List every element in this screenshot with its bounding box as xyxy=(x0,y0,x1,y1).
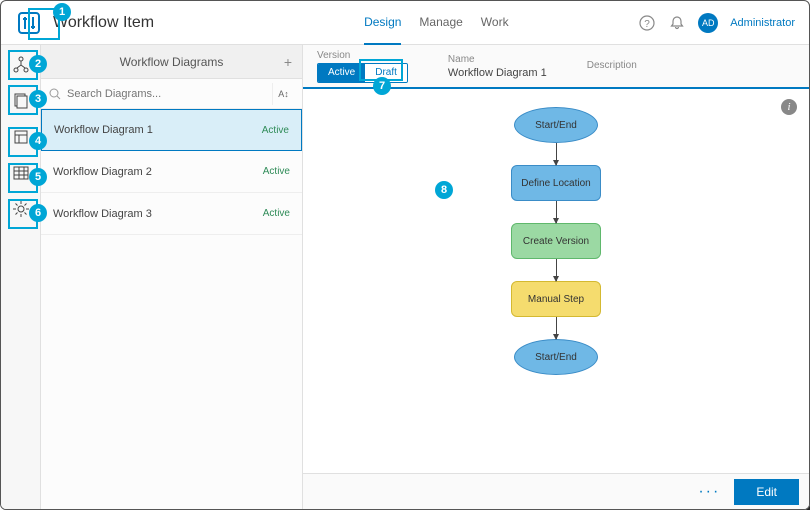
diagram-item[interactable]: Workflow Diagram 1 Active xyxy=(41,109,302,151)
diagram-item-status: Active xyxy=(262,125,289,136)
page-title: Workflow Item xyxy=(53,14,154,32)
name-column: Name Workflow Diagram 1 xyxy=(448,54,547,79)
side-rail xyxy=(1,45,41,509)
header-tabs: Design Manage Work xyxy=(364,1,509,45)
version-active-button[interactable]: Active xyxy=(318,64,365,82)
user-name[interactable]: Administrator xyxy=(730,17,795,29)
diagram-item-status: Active xyxy=(263,166,290,177)
app-window: Workflow Item Design Manage Work ? AD Ad… xyxy=(0,0,810,510)
body: Workflow Diagrams + A↕ Workflow Diagram … xyxy=(1,45,809,509)
flow-arrow xyxy=(556,143,557,165)
panel-title: Workflow Diagrams xyxy=(120,55,224,69)
diagram-list: Workflow Diagram 1 Active Workflow Diagr… xyxy=(41,109,302,509)
more-button[interactable]: ··· xyxy=(692,483,726,501)
flow-arrow xyxy=(556,201,557,223)
flow-arrow xyxy=(556,317,557,339)
rail-diagrams-icon[interactable] xyxy=(9,53,33,77)
diagram-canvas[interactable]: i Start/End Define Location Create Version… xyxy=(303,89,809,473)
search-row: A↕ xyxy=(41,79,302,109)
diagram-item-status: Active xyxy=(263,208,290,219)
edit-button[interactable]: Edit xyxy=(734,479,799,505)
flow-node[interactable]: Manual Step xyxy=(511,281,601,317)
description-column: Description xyxy=(587,60,637,73)
diagram-item[interactable]: Workflow Diagram 2 Active xyxy=(41,151,302,193)
rail-templates-icon[interactable] xyxy=(9,89,33,113)
diagram-item-name: Workflow Diagram 2 xyxy=(53,166,152,178)
name-value: Workflow Diagram 1 xyxy=(448,67,547,79)
version-column: Version Active Draft xyxy=(317,50,408,83)
main-footer: ··· Edit xyxy=(303,473,809,509)
name-label: Name xyxy=(448,54,547,65)
search-input[interactable] xyxy=(67,88,266,100)
tab-work[interactable]: Work xyxy=(481,1,509,45)
version-segmented: Active Draft xyxy=(317,63,408,83)
diagram-item-name: Workflow Diagram 3 xyxy=(53,208,152,220)
flow-node[interactable]: Define Location xyxy=(511,165,601,201)
version-draft-button[interactable]: Draft xyxy=(365,64,407,82)
user-avatar[interactable]: AD xyxy=(698,13,718,33)
description-label: Description xyxy=(587,60,637,71)
sort-button[interactable]: A↕ xyxy=(272,83,294,105)
flow-arrow xyxy=(556,259,557,281)
flow-node[interactable]: Start/End xyxy=(514,107,598,143)
tab-manage[interactable]: Manage xyxy=(419,1,462,45)
notifications-icon[interactable] xyxy=(668,14,686,32)
diagrams-panel: Workflow Diagrams + A↕ Workflow Diagram … xyxy=(41,45,303,509)
flow-node[interactable]: Create Version xyxy=(511,223,601,259)
flow-node[interactable]: Start/End xyxy=(514,339,598,375)
add-diagram-button[interactable]: + xyxy=(284,54,292,70)
panel-header: Workflow Diagrams + xyxy=(41,45,302,79)
search-icon xyxy=(49,88,61,100)
tab-design[interactable]: Design xyxy=(364,1,401,45)
rail-paths-icon[interactable] xyxy=(9,125,33,149)
flowchart: Start/End Define Location Create Version Ma… xyxy=(511,107,601,375)
header-actions: ? AD Administrator xyxy=(638,13,795,33)
app-logo-icon xyxy=(15,9,43,37)
diagram-item[interactable]: Workflow Diagram 3 Active xyxy=(41,193,302,235)
rail-data-sources-icon[interactable] xyxy=(9,161,33,185)
version-label: Version xyxy=(317,50,408,61)
main-area: Version Active Draft Name Workflow Diagr… xyxy=(303,45,809,509)
header-bar: Workflow Item Design Manage Work ? AD Ad… xyxy=(1,1,809,45)
info-icon[interactable]: i xyxy=(781,99,797,115)
rail-settings-icon[interactable] xyxy=(9,197,33,221)
svg-text:?: ? xyxy=(644,19,650,30)
help-icon[interactable]: ? xyxy=(638,14,656,32)
diagram-item-name: Workflow Diagram 1 xyxy=(54,124,153,136)
main-header: Version Active Draft Name Workflow Diagr… xyxy=(303,45,809,89)
